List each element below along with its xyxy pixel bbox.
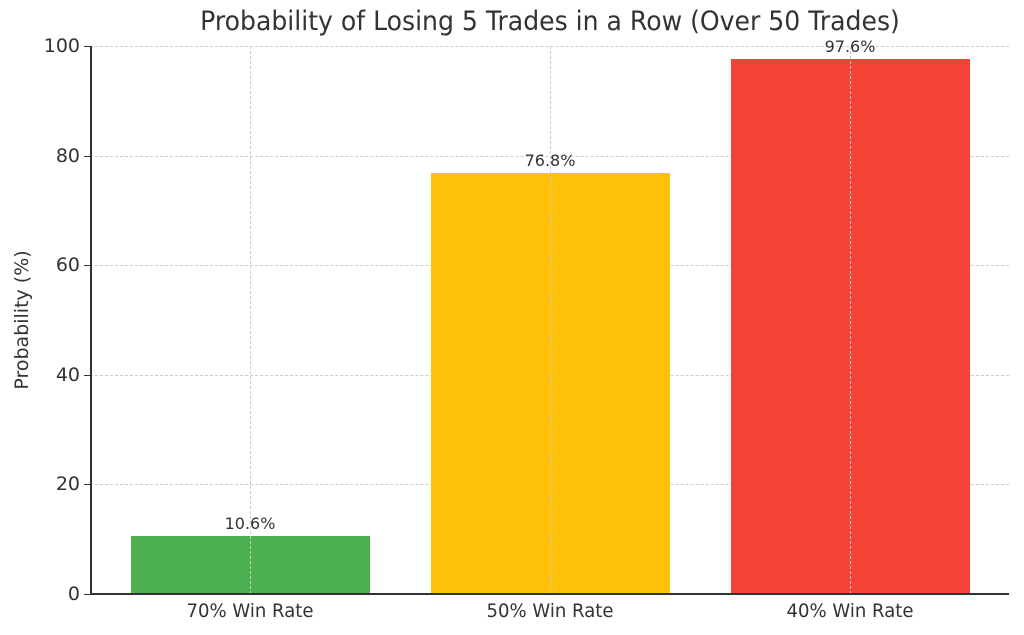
x-tick-label: 50% Win Rate (486, 600, 614, 622)
y-tick-label: 60 (55, 254, 80, 277)
grid-line-vertical (250, 46, 251, 594)
plot-area: 10.6% 76.8% 97.6% (84, 37, 1009, 595)
bar-value-label: 76.8% (524, 151, 576, 171)
y-tick-label: 100 (43, 35, 80, 57)
grid-line-vertical (550, 46, 551, 594)
y-tick-label: 80 (55, 144, 80, 167)
x-tick-label: 40% Win Rate (786, 600, 914, 622)
y-tick-mark (84, 484, 90, 486)
y-tick-label: 40 (55, 363, 80, 386)
grid-line-horizontal (90, 46, 1009, 47)
y-tick-label: 20 (55, 473, 80, 496)
bar-value-label: 97.6% (824, 37, 876, 57)
y-tick-mark (84, 155, 90, 157)
y-tick-mark (84, 594, 90, 595)
grid-line-vertical (850, 46, 851, 594)
chart-title: Probability of Losing 5 Trades in a Row … (200, 6, 900, 37)
grid-line-horizontal (90, 155, 1009, 157)
y-axis-label: Probability (%) (11, 250, 33, 390)
y-tick-mark (84, 374, 90, 376)
bar-value-label: 10.6% (224, 513, 276, 533)
x-tick-label: 70% Win Rate (186, 600, 314, 622)
x-axis-line (90, 593, 1009, 595)
y-tick-mark (84, 265, 90, 267)
y-tick-mark (84, 46, 90, 47)
y-tick-label: 0 (67, 583, 80, 605)
y-axis-line (90, 46, 92, 594)
